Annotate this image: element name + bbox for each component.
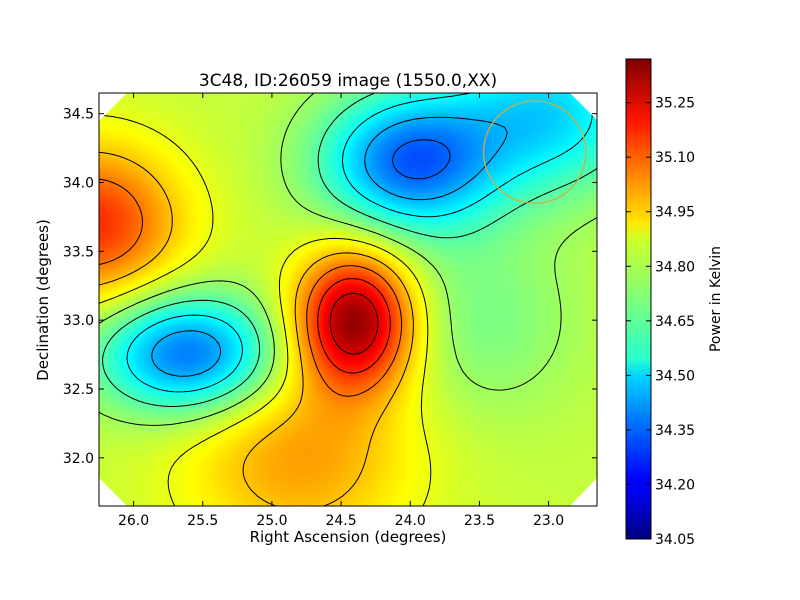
colorbar-gradient — [625, 58, 652, 540]
contour-line — [102, 93, 597, 407]
beam-circle — [482, 100, 587, 205]
x-tick-label: 26.0 — [118, 513, 149, 529]
colorbar-tick-label: 34.20 — [655, 477, 695, 493]
corner-mask-tl — [99, 93, 127, 121]
x-tick-label: 25.5 — [187, 513, 218, 529]
x-tick-label: 24.5 — [325, 513, 356, 529]
x-tick-label: 23.0 — [533, 513, 564, 529]
colorbar-tick-label: 34.05 — [655, 532, 695, 548]
corner-mask-br — [570, 478, 597, 506]
colorbar-tick-label: 34.35 — [655, 423, 695, 439]
y-tick-label: 34.5 — [63, 107, 94, 123]
chart-title: 3C48, ID:26059 image (1550.0,XX) — [199, 71, 497, 91]
y-tick-label: 33.0 — [63, 313, 94, 329]
colorbar-tick-label: 35.25 — [655, 96, 695, 112]
colorbar-tick-label: 35.10 — [655, 150, 695, 166]
corner-mask-tr — [570, 93, 597, 120]
contour-line — [317, 278, 391, 374]
colorbar-label: Power in Kelvin — [708, 246, 724, 352]
colorbar-tick-label: 34.65 — [655, 314, 695, 330]
plot-area — [98, 92, 598, 507]
colorbar-ticks: 34.05 34.20 34.35 34.50 34.65 34.80 34.95 35.10… — [626, 96, 695, 548]
y-tick-label: 34.0 — [63, 175, 94, 191]
colorbar: 34.05 34.20 34.35 34.50 34.65 34.80 34.95 35.10… — [625, 58, 724, 548]
contour-line — [99, 151, 414, 506]
contour-line — [151, 116, 508, 377]
y-tick-label: 32.5 — [63, 382, 94, 398]
contour-line — [329, 292, 379, 355]
y-axis: 32.0 32.5 33.0 33.5 34.0 34.5 — [63, 107, 597, 467]
corner-mask-bl — [99, 478, 127, 506]
y-axis-label: Declination (degrees) — [34, 219, 52, 381]
x-axis: 26.0 25.5 25.0 24.5 24.0 23.5 23.0 — [118, 93, 564, 529]
y-tick-label: 32.0 — [63, 451, 94, 467]
heatmap-image — [99, 93, 597, 506]
y-tick-label: 33.5 — [63, 244, 94, 260]
plot-frame — [98, 92, 598, 507]
x-tick-label: 23.5 — [464, 513, 495, 529]
contour-line — [392, 139, 451, 180]
colorbar-tick-label: 34.95 — [655, 205, 695, 221]
contour-line — [99, 93, 597, 426]
colorbar-tick-label: 34.50 — [655, 368, 695, 384]
x-tick-label: 24.0 — [395, 513, 426, 529]
x-axis-label: Right Ascension (degrees) — [250, 528, 447, 546]
contour-lines — [99, 93, 597, 506]
colorbar-tick-label: 34.80 — [655, 259, 695, 275]
x-tick-label: 25.0 — [256, 513, 287, 529]
contour-line — [99, 178, 403, 397]
